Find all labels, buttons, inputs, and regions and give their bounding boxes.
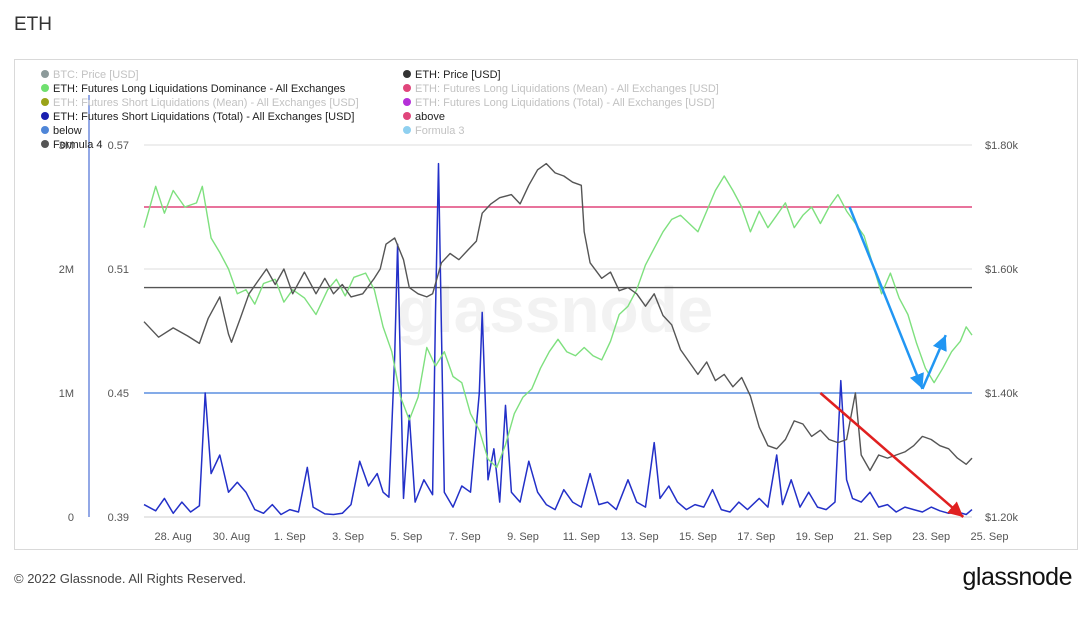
legend-item[interactable]: above: [403, 111, 445, 123]
legend-item[interactable]: BTC: Price [USD]: [41, 69, 139, 81]
legend-swatch-icon: [41, 84, 49, 92]
chart-svg: glassnode 0 1M 2M 3M 0.39 0.45 0.51 0.57 $1.20k…: [41, 69, 1019, 543]
legend-swatch-icon: [41, 112, 49, 120]
legend-swatch-icon: [403, 112, 411, 120]
legend: BTC: Price [USD] ETH: Price [USD] ETH: Fut…: [41, 69, 719, 151]
copyright-text: © 2022 Glassnode. All Rights Reserved.: [14, 571, 247, 586]
legend-item[interactable]: below: [41, 125, 82, 137]
y-tick-liquidations: 1M: [59, 388, 74, 400]
y-tick-price: $1.40k: [985, 388, 1019, 400]
series: [143, 162, 973, 516]
legend-swatch-icon: [403, 98, 411, 106]
x-tick-label: 3. Sep: [332, 531, 364, 543]
x-tick-label: 23. Sep: [912, 531, 950, 543]
y-tick-dominance: 0.57: [108, 140, 129, 152]
x-tick-label: 7. Sep: [449, 531, 481, 543]
x-axis-ticks: 28. Aug 30. Aug 1. Sep 3. Sep 5. Sep 7. Sep 9.…: [154, 531, 1008, 543]
legend-label: ETH: Futures Long Liquidations Dominance…: [53, 83, 346, 95]
y-tick-liquidations: 0: [68, 512, 74, 524]
x-tick-label: 5. Sep: [390, 531, 422, 543]
y-tick-liquidations: 3M: [59, 140, 74, 152]
x-tick-label: 19. Sep: [796, 531, 834, 543]
legend-label: Formula 4: [53, 139, 103, 151]
chart-frame: glassnode 0 1M 2M 3M 0.39 0.45 0.51 0.57 $1.20k…: [14, 59, 1078, 550]
legend-swatch-icon: [41, 70, 49, 78]
right-axis-ticks: $1.20k $1.40k $1.60k $1.80k: [985, 140, 1019, 524]
eth-price-line: [143, 162, 973, 472]
y-tick-dominance: 0.39: [108, 512, 129, 524]
x-tick-label: 25. Sep: [971, 531, 1009, 543]
page-title: ETH: [14, 14, 52, 35]
legend-label: ETH: Futures Short Liquidations (Total) …: [53, 111, 354, 123]
legend-swatch-icon: [41, 98, 49, 106]
legend-label: ETH: Futures Short Liquidations (Mean) -…: [53, 97, 359, 109]
legend-label: above: [415, 111, 445, 123]
red-trend-arrow: [819, 392, 965, 518]
legend-swatch-icon: [403, 70, 411, 78]
legend-item[interactable]: ETH: Futures Long Liquidations (Total) -…: [403, 97, 715, 109]
x-tick-label: 21. Sep: [854, 531, 892, 543]
x-tick-label: 17. Sep: [737, 531, 775, 543]
watermark: glassnode: [397, 274, 714, 346]
annotations: [819, 206, 965, 518]
y-tick-liquidations: 2M: [59, 264, 74, 276]
y-tick-dominance: 0.51: [108, 264, 129, 276]
legend-item[interactable]: ETH: Futures Long Liquidations (Mean) - …: [403, 83, 719, 95]
legend-swatch-icon: [41, 140, 49, 148]
legend-swatch-icon: [403, 84, 411, 92]
x-tick-label: 28. Aug: [154, 531, 191, 543]
y-tick-price: $1.80k: [985, 140, 1019, 152]
blue-trend-arrow: [921, 334, 947, 390]
legend-item[interactable]: ETH: Futures Short Liquidations (Mean) -…: [41, 97, 359, 109]
x-tick-label: 15. Sep: [679, 531, 717, 543]
legend-label: below: [53, 125, 82, 137]
x-tick-label: 9. Sep: [507, 531, 539, 543]
x-tick-label: 30. Aug: [213, 531, 250, 543]
long-liq-dominance-line: [143, 175, 973, 469]
y-tick-price: $1.20k: [985, 512, 1019, 524]
legend-swatch-icon: [403, 126, 411, 134]
legend-item[interactable]: ETH: Price [USD]: [403, 69, 501, 81]
x-tick-label: 11. Sep: [563, 531, 600, 543]
y-tick-price: $1.60k: [985, 264, 1019, 276]
legend-label: Formula 3: [415, 125, 465, 137]
legend-label: BTC: Price [USD]: [53, 69, 139, 81]
legend-item[interactable]: ETH: Futures Long Liquidations Dominance…: [41, 83, 346, 95]
legend-label: ETH: Price [USD]: [415, 69, 501, 81]
legend-item[interactable]: ETH: Futures Short Liquidations (Total) …: [41, 111, 354, 123]
legend-label: ETH: Futures Long Liquidations (Mean) - …: [415, 83, 719, 95]
legend-label: ETH: Futures Long Liquidations (Total) -…: [415, 97, 715, 109]
x-tick-label: 1. Sep: [274, 531, 306, 543]
brand-logo: glassnode: [962, 563, 1073, 591]
x-tick-label: 13. Sep: [621, 531, 659, 543]
y-tick-dominance: 0.45: [108, 388, 129, 400]
legend-item[interactable]: Formula 3: [403, 125, 465, 137]
legend-swatch-icon: [41, 126, 49, 134]
blue-trend-arrow: [848, 206, 924, 390]
left-axis-ticks: 0 1M 2M 3M 0.39 0.45 0.51 0.57: [59, 140, 129, 524]
legend-item[interactable]: Formula 4: [41, 139, 103, 151]
reference-lines: [144, 206, 972, 394]
short-liq-total-line: [143, 162, 973, 516]
